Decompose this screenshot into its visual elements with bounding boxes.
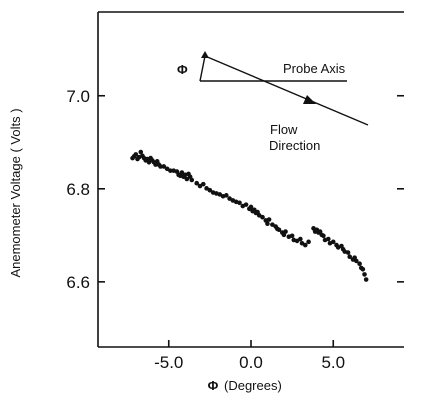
data-point — [237, 200, 242, 206]
x-tick-label: 5.0 — [321, 353, 345, 372]
axes — [97, 11, 404, 348]
data-point — [321, 233, 326, 239]
data-point — [168, 168, 173, 173]
data-point — [276, 227, 282, 233]
x-tick-label: 0.0 — [239, 353, 263, 372]
phi-symbol: Φ — [177, 62, 188, 77]
data-point — [184, 176, 190, 182]
flow-label-line2: Direction — [269, 138, 320, 153]
ticks — [98, 94, 404, 347]
data-point — [133, 152, 139, 157]
data-point — [298, 236, 303, 242]
data-point — [306, 239, 311, 245]
probe-axis-label: Probe Axis — [283, 61, 346, 76]
data-point — [189, 177, 195, 183]
data-point — [224, 193, 229, 198]
data-point — [345, 250, 351, 255]
data-point — [353, 258, 359, 264]
data-point — [326, 236, 331, 242]
orientation-diagram — [199, 55, 369, 126]
y-tick-label: 6.6 — [66, 273, 90, 292]
data-point — [347, 254, 353, 260]
data-points — [130, 149, 369, 282]
data-point — [283, 229, 288, 234]
data-point — [207, 187, 213, 193]
data-point — [179, 170, 185, 175]
angle-marker-line — [199, 55, 206, 82]
y-axis-title: Anemometer Voltage ( Volts ) — [8, 108, 23, 277]
data-point — [330, 239, 336, 245]
data-point — [161, 164, 167, 169]
data-point — [357, 261, 362, 267]
data-point — [265, 221, 270, 227]
data-point — [362, 272, 367, 277]
y-tick-label: 7.0 — [66, 87, 90, 106]
flow-direction-line — [204, 55, 369, 126]
x-axis-title: Φ (Degrees) — [208, 378, 282, 393]
data-point — [248, 204, 254, 210]
data-point — [260, 214, 265, 220]
flow-label-line1: Flow — [270, 122, 298, 137]
data-point — [200, 181, 206, 187]
data-point — [302, 242, 308, 248]
data-point — [266, 217, 272, 222]
angle-arrow-head — [201, 51, 209, 58]
data-point — [289, 233, 295, 239]
flow-arrow-head — [303, 95, 316, 104]
x-tick-label: -5.0 — [154, 353, 183, 372]
data-point — [138, 149, 144, 155]
data-point — [363, 277, 369, 282]
data-point — [158, 164, 163, 169]
y-tick-label: 6.8 — [66, 180, 90, 199]
x-axis-phi-symbol: Φ — [208, 378, 219, 393]
tick-labels: -5.0 0.0 5.0 6.6 6.8 7.0 — [66, 87, 345, 372]
data-point — [194, 180, 200, 186]
data-point — [243, 202, 249, 207]
data-point — [360, 266, 366, 272]
x-axis-title-text: (Degrees) — [224, 378, 282, 393]
